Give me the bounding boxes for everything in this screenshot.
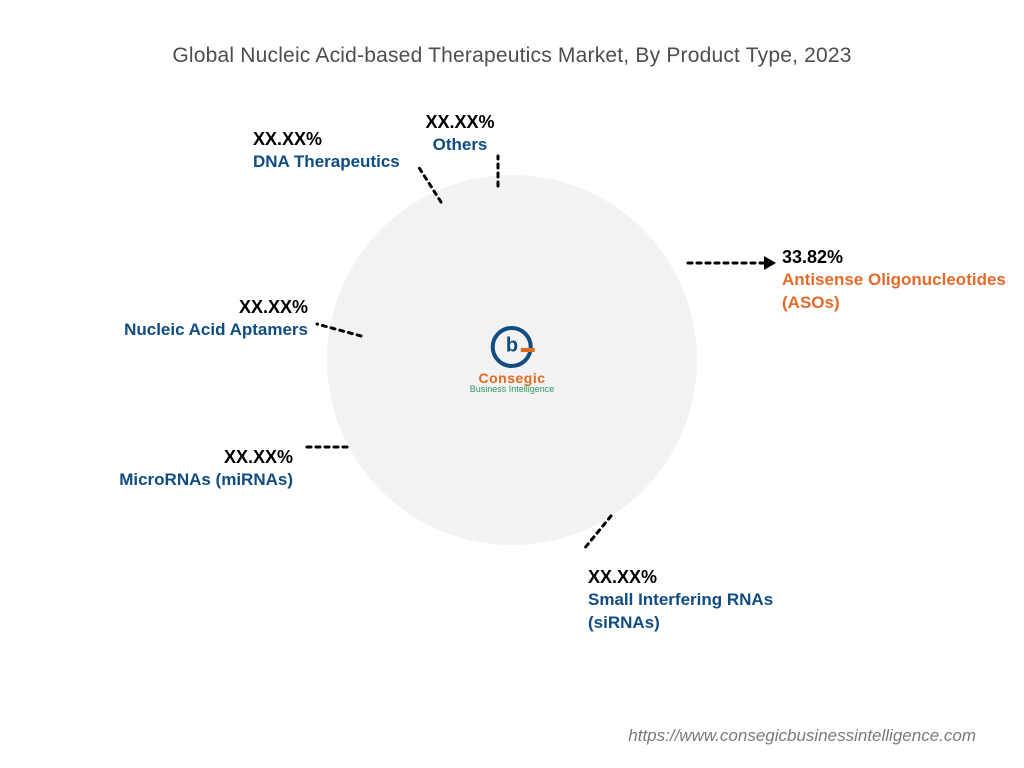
logo-text-bottom: Business Intelligence xyxy=(470,384,555,394)
name-others: Others xyxy=(425,134,494,157)
pct-mirnas: XX.XX% xyxy=(119,445,293,469)
name-asos: Antisense Oligonucleotides (ASOs) xyxy=(782,269,1012,315)
name-aptamers: Nucleic Acid Aptamers xyxy=(124,319,308,342)
name-sirnas: Small Interfering RNAs (siRNAs) xyxy=(588,589,818,635)
label-sirnas: XX.XX% Small Interfering RNAs (siRNAs) xyxy=(588,565,818,635)
label-dna: XX.XX% DNA Therapeutics xyxy=(253,127,400,174)
name-mirnas: MicroRNAs (miRNAs) xyxy=(119,469,293,492)
label-aptamers: XX.XX% Nucleic Acid Aptamers xyxy=(124,295,308,342)
logo-glyph: b xyxy=(506,334,518,357)
pct-others: XX.XX% xyxy=(425,110,494,134)
page: { "title": { "text": "Global Nucleic Aci… xyxy=(0,0,1024,768)
pct-sirnas: XX.XX% xyxy=(588,565,818,589)
pct-asos: 33.82% xyxy=(782,245,1012,269)
pct-aptamers: XX.XX% xyxy=(124,295,308,319)
center-logo: b Consegic Business Intelligence xyxy=(470,326,555,394)
logo-ring-icon: b xyxy=(491,326,533,368)
name-dna: DNA Therapeutics xyxy=(253,151,400,174)
pct-dna: XX.XX% xyxy=(253,127,400,151)
label-mirnas: XX.XX% MicroRNAs (miRNAs) xyxy=(119,445,293,492)
donut-chart: b Consegic Business Intelligence xyxy=(337,185,687,535)
label-others: XX.XX% Others xyxy=(425,110,494,157)
chart-title: Global Nucleic Acid-based Therapeutics M… xyxy=(0,44,1024,68)
label-asos: 33.82% Antisense Oligonucleotides (ASOs) xyxy=(782,245,1012,315)
footer-url: https://www.consegicbusinessintelligence… xyxy=(628,726,976,746)
